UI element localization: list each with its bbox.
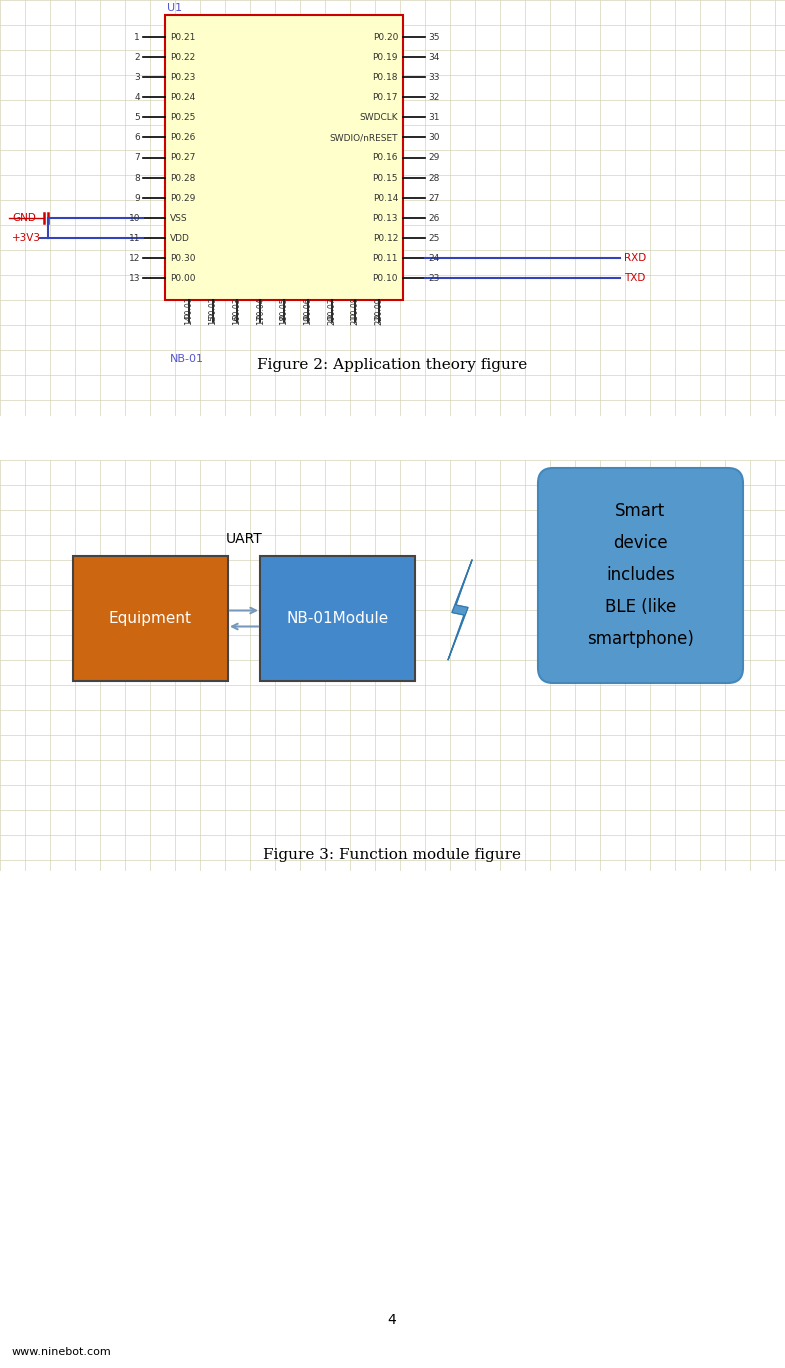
Text: P0.21: P0.21 bbox=[170, 33, 195, 42]
Text: TXD: TXD bbox=[624, 274, 645, 283]
Text: VSS: VSS bbox=[170, 213, 188, 223]
Text: 18: 18 bbox=[279, 315, 289, 326]
Bar bbox=[165, 15, 403, 300]
Text: 16: 16 bbox=[232, 315, 241, 326]
Text: NB-01Module: NB-01Module bbox=[287, 611, 389, 627]
Text: 25: 25 bbox=[428, 234, 440, 244]
Text: 22: 22 bbox=[374, 315, 384, 326]
Text: P0.00: P0.00 bbox=[170, 274, 195, 283]
Text: Smart
device
includes
BLE (like
smartphone): Smart device includes BLE (like smartpho… bbox=[587, 502, 694, 648]
Text: 23: 23 bbox=[428, 274, 440, 283]
Text: 9: 9 bbox=[134, 194, 140, 202]
Text: NB-01: NB-01 bbox=[170, 354, 204, 364]
Text: 30: 30 bbox=[428, 134, 440, 142]
Text: 14: 14 bbox=[184, 315, 193, 326]
Text: Figure 3: Function module figure: Figure 3: Function module figure bbox=[263, 848, 521, 862]
Text: P0.11: P0.11 bbox=[373, 254, 398, 263]
Text: 4: 4 bbox=[134, 93, 140, 103]
Text: P0.18: P0.18 bbox=[373, 73, 398, 82]
Text: 11: 11 bbox=[129, 234, 140, 244]
Text: 34: 34 bbox=[428, 53, 440, 62]
Text: P0.05: P0.05 bbox=[279, 297, 289, 319]
Text: P0.08: P0.08 bbox=[351, 297, 360, 319]
Text: P0.19: P0.19 bbox=[373, 53, 398, 62]
Text: 20: 20 bbox=[327, 315, 336, 326]
Text: 32: 32 bbox=[428, 93, 440, 103]
Text: www.ninebot.com: www.ninebot.com bbox=[12, 1347, 111, 1357]
Text: 6: 6 bbox=[134, 134, 140, 142]
FancyBboxPatch shape bbox=[538, 468, 743, 683]
Text: 29: 29 bbox=[428, 153, 440, 163]
Text: P0.20: P0.20 bbox=[373, 33, 398, 42]
Text: P0.26: P0.26 bbox=[170, 134, 195, 142]
Text: VDD: VDD bbox=[170, 234, 190, 244]
Text: 28: 28 bbox=[428, 174, 440, 182]
Text: P0.28: P0.28 bbox=[170, 174, 195, 182]
Text: 2: 2 bbox=[134, 53, 140, 62]
Text: P0.12: P0.12 bbox=[373, 234, 398, 244]
Text: P0.13: P0.13 bbox=[373, 213, 398, 223]
Text: P0.07: P0.07 bbox=[327, 297, 336, 319]
Bar bbox=[73, 555, 228, 681]
Text: U1: U1 bbox=[167, 3, 182, 14]
Text: 24: 24 bbox=[428, 254, 440, 263]
Text: 5: 5 bbox=[134, 114, 140, 122]
Text: 1: 1 bbox=[134, 33, 140, 42]
Text: P0.29: P0.29 bbox=[170, 194, 195, 202]
Text: 21: 21 bbox=[351, 315, 360, 326]
Text: P0.02: P0.02 bbox=[208, 297, 217, 319]
Text: 7: 7 bbox=[134, 153, 140, 163]
Text: SWDIO/nRESET: SWDIO/nRESET bbox=[330, 134, 398, 142]
Text: P0.17: P0.17 bbox=[373, 93, 398, 103]
Text: P0.06: P0.06 bbox=[303, 297, 312, 319]
Text: P0.27: P0.27 bbox=[170, 153, 195, 163]
Text: 31: 31 bbox=[428, 114, 440, 122]
Text: 8: 8 bbox=[134, 174, 140, 182]
Text: RXD: RXD bbox=[624, 253, 646, 263]
Bar bbox=[260, 555, 415, 681]
Text: +3V3: +3V3 bbox=[12, 233, 41, 244]
Text: P0.23: P0.23 bbox=[170, 73, 195, 82]
Text: SWDCLK: SWDCLK bbox=[360, 114, 398, 122]
Polygon shape bbox=[448, 560, 472, 659]
Text: UART: UART bbox=[225, 532, 262, 546]
Text: 35: 35 bbox=[428, 33, 440, 42]
Text: 19: 19 bbox=[303, 315, 312, 326]
Text: P0.25: P0.25 bbox=[170, 114, 195, 122]
Text: P0.03: P0.03 bbox=[232, 297, 241, 319]
Text: P0.30: P0.30 bbox=[170, 254, 195, 263]
Text: Equipment: Equipment bbox=[109, 611, 192, 627]
Text: 3: 3 bbox=[134, 73, 140, 82]
Text: P0.14: P0.14 bbox=[373, 194, 398, 202]
Text: GND: GND bbox=[12, 213, 36, 223]
Text: P0.24: P0.24 bbox=[170, 93, 195, 103]
Text: P0.15: P0.15 bbox=[373, 174, 398, 182]
Text: 4: 4 bbox=[388, 1313, 396, 1327]
Text: 33: 33 bbox=[428, 73, 440, 82]
Text: 10: 10 bbox=[129, 213, 140, 223]
Text: 15: 15 bbox=[208, 315, 217, 326]
Text: 27: 27 bbox=[428, 194, 440, 202]
Text: 17: 17 bbox=[256, 315, 265, 326]
Text: P0.16: P0.16 bbox=[373, 153, 398, 163]
Text: P0.22: P0.22 bbox=[170, 53, 195, 62]
Text: 26: 26 bbox=[428, 213, 440, 223]
Text: Figure 2: Application theory figure: Figure 2: Application theory figure bbox=[257, 358, 527, 372]
Text: P0.10: P0.10 bbox=[373, 274, 398, 283]
Text: P0.01: P0.01 bbox=[184, 297, 193, 319]
Text: P0.09: P0.09 bbox=[374, 297, 384, 319]
Text: P0.04: P0.04 bbox=[256, 297, 265, 319]
Text: 13: 13 bbox=[129, 274, 140, 283]
Text: 12: 12 bbox=[129, 254, 140, 263]
